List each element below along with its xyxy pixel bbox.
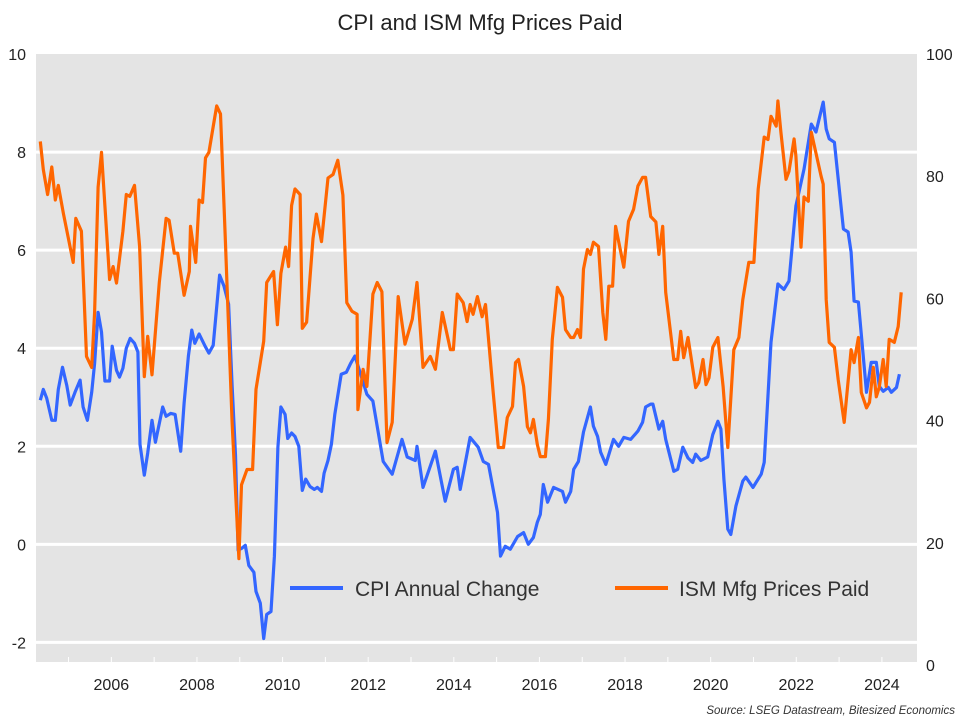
y-left-tick-label: 8 xyxy=(17,145,26,162)
x-tick-label: 2010 xyxy=(265,677,301,694)
y-right-tick-label: 20 xyxy=(926,536,944,553)
x-tick-label: 2024 xyxy=(864,677,900,694)
plot-area xyxy=(36,54,917,662)
y-left-tick-label: -2 xyxy=(12,635,26,652)
x-tick-label: 2016 xyxy=(522,677,558,694)
y-left-tick-label: 10 xyxy=(8,47,26,64)
y-right-tick-label: 60 xyxy=(926,291,944,308)
y-right-tick-label: 40 xyxy=(926,414,944,431)
y-axis-left: 10 8 6 4 2 0 -2 xyxy=(8,47,26,652)
legend: CPI Annual Change ISM Mfg Prices Paid xyxy=(290,578,869,601)
x-tick-label: 2020 xyxy=(693,677,729,694)
y-left-tick-label: 2 xyxy=(17,439,26,456)
chart-title: CPI and ISM Mfg Prices Paid xyxy=(338,10,623,35)
x-tick-label: 2008 xyxy=(179,677,215,694)
series-line-ism xyxy=(38,99,903,561)
x-tick-label: 2006 xyxy=(94,677,130,694)
y-right-tick-label: 0 xyxy=(926,658,935,675)
y-left-tick-label: 4 xyxy=(17,341,26,358)
legend-label-cpi: CPI Annual Change xyxy=(355,578,539,601)
x-tick-label: 2018 xyxy=(607,677,643,694)
gridlines xyxy=(36,150,917,644)
y-left-tick-label: 0 xyxy=(17,537,26,554)
y-left-tick-label: 6 xyxy=(17,243,26,260)
series-lines xyxy=(38,99,903,641)
y-right-tick-label: 100 xyxy=(926,47,953,64)
legend-label-ism: ISM Mfg Prices Paid xyxy=(679,578,869,601)
series-line-cpi xyxy=(38,100,901,641)
x-axis: 2006 2008 2010 2012 2014 2016 2018 2020 2022 2024 xyxy=(68,657,900,694)
x-tick-label: 2014 xyxy=(436,677,472,694)
source-note: Source: LSEG Datastream, Bitesized Econo… xyxy=(706,705,955,717)
y-axis-right: 100 80 60 40 20 0 xyxy=(926,47,953,675)
x-tick-label: 2022 xyxy=(778,677,814,694)
x-tick-label: 2012 xyxy=(350,677,386,694)
y-right-tick-label: 80 xyxy=(926,169,944,186)
